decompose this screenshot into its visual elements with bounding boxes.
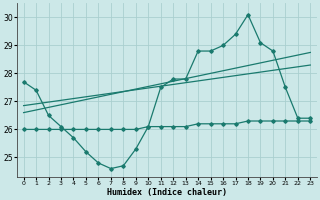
X-axis label: Humidex (Indice chaleur): Humidex (Indice chaleur) <box>107 188 227 197</box>
